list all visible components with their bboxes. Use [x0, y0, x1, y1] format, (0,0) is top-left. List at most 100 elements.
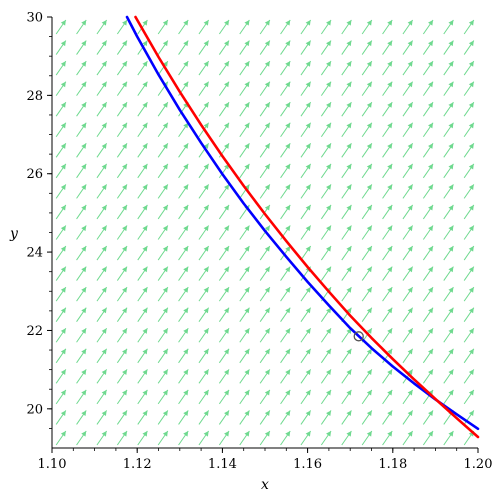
- field-arrow: [422, 184, 434, 199]
- field-arrow: [300, 81, 312, 96]
- field-arrow: [402, 430, 414, 446]
- field-arrow: [443, 40, 454, 55]
- field-arrow: [157, 40, 169, 55]
- field-arrow: [55, 19, 67, 35]
- field-arrow: [382, 81, 393, 96]
- field-arrow: [218, 60, 230, 76]
- field-arrow: [137, 430, 148, 446]
- field-arrow: [341, 225, 352, 240]
- field-arrow: [361, 410, 373, 425]
- field-arrow: [198, 225, 210, 240]
- field-arrow: [463, 19, 475, 35]
- field-arrow: [443, 430, 454, 446]
- field-arrow: [382, 204, 393, 220]
- field-arrow: [382, 389, 393, 405]
- field-arrow: [259, 60, 271, 76]
- field-arrow: [198, 163, 210, 179]
- field-arrow: [218, 266, 230, 281]
- field-arrow: [96, 19, 108, 35]
- field-arrow: [178, 286, 189, 302]
- field-arrow: [382, 163, 393, 179]
- field-arrow: [239, 122, 250, 138]
- field-arrow: [259, 245, 271, 261]
- field-arrow: [422, 40, 434, 55]
- field-arrow: [361, 40, 373, 55]
- field-arrow: [55, 389, 67, 405]
- field-arrow: [443, 225, 454, 240]
- field-arrow: [218, 184, 230, 199]
- field-arrow: [463, 101, 475, 117]
- field-arrow: [239, 266, 250, 281]
- field-arrow: [198, 204, 210, 220]
- field-arrow: [422, 101, 434, 117]
- field-arrow: [361, 369, 373, 384]
- field-arrow: [361, 225, 373, 240]
- field-arrow: [320, 184, 332, 199]
- field-arrow: [300, 143, 312, 158]
- field-arrow: [402, 410, 414, 425]
- solution-curves: [125, 15, 480, 439]
- field-arrow: [116, 266, 128, 281]
- field-arrow: [239, 143, 250, 158]
- field-arrow: [320, 40, 332, 55]
- field-arrow: [76, 245, 87, 261]
- field-arrow: [198, 40, 210, 55]
- field-arrow: [463, 266, 475, 281]
- field-arrow: [320, 101, 332, 117]
- field-arrow: [422, 204, 434, 220]
- field-arrow: [198, 266, 210, 281]
- field-arrow: [259, 184, 271, 199]
- field-arrow: [341, 143, 352, 158]
- field-arrow: [178, 410, 189, 425]
- field-arrow: [259, 327, 271, 343]
- field-arrow: [341, 163, 352, 179]
- field-arrow: [96, 81, 108, 96]
- field-arrow: [157, 19, 169, 35]
- field-arrow: [300, 225, 312, 240]
- field-arrow: [443, 286, 454, 302]
- field-arrow: [463, 163, 475, 179]
- field-arrow: [402, 286, 414, 302]
- field-arrow: [341, 101, 352, 117]
- field-arrow: [402, 184, 414, 199]
- field-arrow: [300, 204, 312, 220]
- field-arrow: [157, 60, 169, 76]
- field-arrow: [443, 60, 454, 76]
- field-arrow: [116, 307, 128, 322]
- field-arrow: [96, 307, 108, 322]
- field-arrow: [382, 410, 393, 425]
- x-tick-label: 1.18: [378, 457, 407, 472]
- field-arrow: [259, 19, 271, 35]
- field-arrow: [382, 245, 393, 261]
- field-arrow: [280, 184, 291, 199]
- field-arrow: [320, 266, 332, 281]
- field-arrow: [443, 101, 454, 117]
- field-arrow: [137, 286, 148, 302]
- field-arrow: [280, 430, 291, 446]
- y-tick-label: 22: [26, 324, 43, 339]
- direction-field: [55, 19, 475, 446]
- field-arrow: [443, 245, 454, 261]
- field-arrow: [382, 307, 393, 322]
- field-arrow: [300, 286, 312, 302]
- field-arrow: [463, 389, 475, 405]
- field-arrow: [361, 389, 373, 405]
- field-arrow: [96, 101, 108, 117]
- field-arrow: [341, 348, 352, 364]
- field-arrow: [55, 122, 67, 138]
- field-arrow: [239, 19, 250, 35]
- field-arrow: [280, 369, 291, 384]
- field-arrow: [280, 101, 291, 117]
- field-arrow: [239, 81, 250, 96]
- field-arrow: [96, 369, 108, 384]
- x-axis-label: x: [261, 477, 269, 493]
- field-arrow: [422, 122, 434, 138]
- field-arrow: [55, 184, 67, 199]
- field-arrow: [382, 122, 393, 138]
- field-arrow: [382, 60, 393, 76]
- field-arrow: [137, 60, 148, 76]
- field-arrow: [116, 60, 128, 76]
- field-arrow: [320, 389, 332, 405]
- field-arrow: [198, 369, 210, 384]
